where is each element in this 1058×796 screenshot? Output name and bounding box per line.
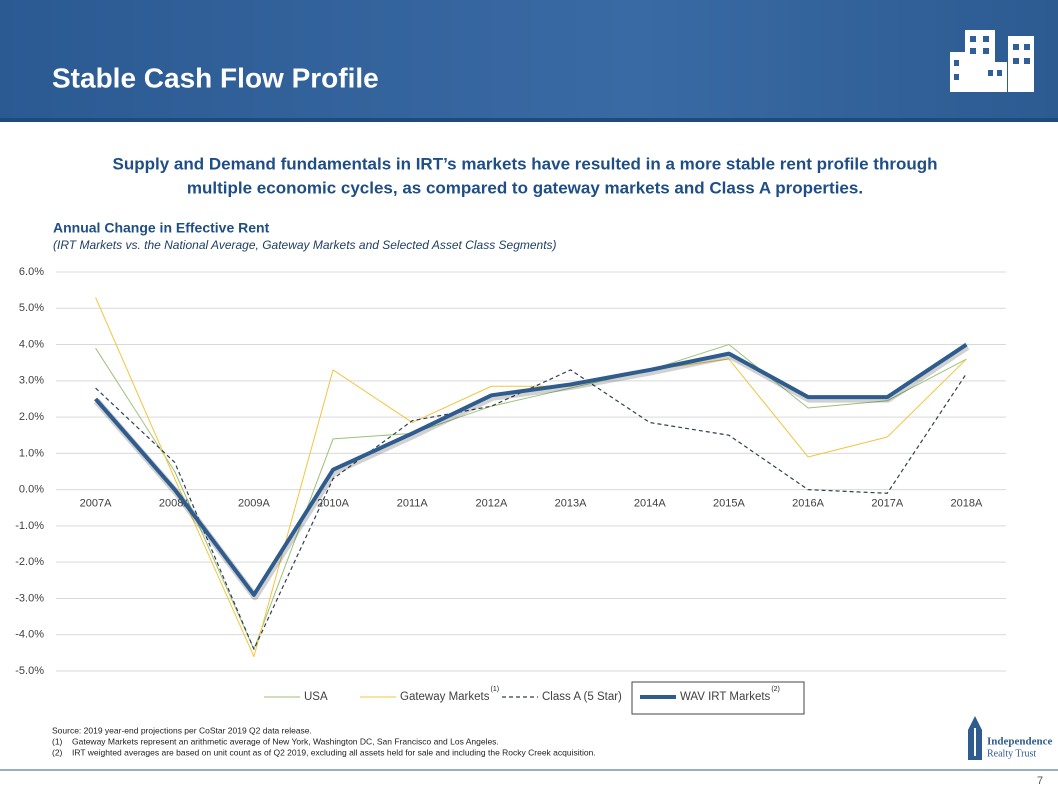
legend-label: USA [304,691,328,703]
header-rule [0,118,1058,122]
building-windows [954,36,1030,80]
y-tick-label: -1.0% [15,520,44,532]
y-tick-label: -3.0% [15,592,44,604]
logo-text: Realty Trust [987,748,1036,759]
series-line [95,369,967,650]
legend-highlight-box [631,681,805,715]
y-tick-label: -2.0% [15,556,44,568]
y-tick-label: 3.0% [19,375,44,387]
series-line [95,344,967,650]
plot: -5.0% -4.0% -3.0% -2.0% -1.0% 0.0% 1.0% 2.0% 3.0… [15,266,1006,703]
x-tick-label: 2017A [871,498,903,510]
x-tick-label: 2013A [555,498,587,510]
legend-label: Class A (5 Star) [542,691,622,703]
legend-note: (1) [490,686,499,693]
logo-mark [968,716,982,760]
footnote-marker: (1) [52,736,63,746]
footnote-text: Gateway Markets represent an arithmetic … [72,736,499,746]
header-band [0,0,1058,122]
legend-label: WAV IRT Markets [680,691,771,703]
x-tick-label: 2011A [397,498,429,510]
x-tick-label: 2009A [238,498,270,510]
chart-subtitle: (IRT Markets vs. the National Average, G… [53,238,557,252]
footnote-text: IRT weighted averages are based on unit … [72,747,596,757]
series-line [95,297,967,657]
x-tick-label: 2016A [792,498,824,510]
y-tick-label: 2.0% [19,411,44,423]
x-tick-label: 2010A [317,498,349,510]
x-tick-label: 2018A [951,498,983,510]
x-tick-label: 2014A [634,498,666,510]
logo-text: Independence [987,736,1053,748]
y-tick-label: -5.0% [15,665,44,677]
y-tick-label: 4.0% [19,338,44,350]
y-tick-label: 6.0% [19,266,44,278]
footnote-marker: (2) [52,747,63,757]
slide-title: Stable Cash Flow Profile [52,62,379,93]
y-tick-label: 5.0% [19,302,44,314]
x-tick-label: 2015A [713,498,745,510]
legend-label: Gateway Markets [400,691,490,703]
series-line [94,342,968,597]
y-tick-label: 1.0% [19,447,44,459]
y-tick-label: 0.0% [19,484,44,496]
subtitle-line: multiple economic cycles, as compared to… [187,178,863,197]
x-tick-label: 2012A [476,498,508,510]
subtitle-line: Supply and Demand fundamentals in IRT’s … [113,154,938,173]
page-number: 7 [1037,775,1043,787]
footnote-source: Source: 2019 year-end projections per Co… [52,725,312,735]
chart-title: Annual Change in Effective Rent [53,220,270,236]
x-tick-label: 2007A [80,498,112,510]
y-tick-label: -4.0% [15,629,44,641]
legend-note: (2) [771,686,780,693]
